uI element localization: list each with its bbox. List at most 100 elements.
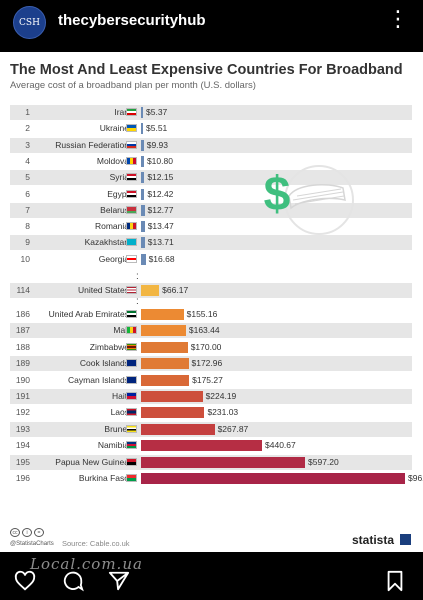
country-flag-icon — [126, 254, 137, 263]
bar — [141, 456, 306, 468]
rank-label: 8 — [25, 221, 30, 232]
rank-label: 186 — [15, 309, 30, 319]
country-flag-icon — [126, 326, 137, 335]
country-flag-icon — [126, 238, 137, 247]
value-label: $16.68 — [148, 253, 175, 264]
bar-row-4: 4 Moldova $10.80 — [10, 154, 412, 169]
value-label: $9.93 — [146, 139, 168, 150]
country-flag-icon — [126, 140, 137, 149]
rank-label: 196 — [15, 473, 30, 483]
svg-text:$: $ — [264, 168, 291, 221]
post-header: CSH thecybersecurityhub ⋮ — [0, 0, 423, 44]
bar — [141, 440, 263, 452]
value-label: $13.71 — [147, 237, 174, 248]
post-actions — [0, 568, 423, 600]
bar — [141, 473, 405, 484]
bar-row-189: 189 Cook Islands $172.96 — [10, 356, 412, 372]
rank-label: 10 — [20, 253, 30, 264]
country-flag-icon — [126, 392, 137, 400]
country-flag-icon — [126, 457, 137, 466]
value-label: $163.44 — [188, 325, 220, 336]
bar-row-192: 192 Laos $231.03 — [10, 405, 412, 420]
bar — [141, 253, 146, 265]
country-label: Cook Islands — [79, 358, 129, 369]
username[interactable]: thecybersecurityhub — [58, 12, 206, 29]
cc-license-icon: cc — [10, 528, 20, 537]
send-icon[interactable] — [108, 570, 130, 592]
rank-label: 4 — [25, 155, 30, 166]
country-label: United Arab Emirates — [48, 309, 129, 319]
value-label: $267.87 — [217, 423, 249, 434]
country-label: Georgia — [98, 253, 129, 264]
country-label: Papua New Guinea — [55, 456, 129, 467]
country-label: Haiti — [111, 391, 129, 401]
bar — [141, 374, 190, 386]
value-label: $170.00 — [190, 341, 222, 352]
rank-label: 114 — [16, 285, 30, 295]
rank-label: 193 — [15, 423, 30, 434]
country-label: Namibia — [97, 440, 129, 451]
bar-row-2: 2 Ukraine $5.51 — [10, 121, 412, 136]
bar-row-5: 5 Syria $12.15 — [10, 170, 412, 186]
attribution-icon: i — [22, 528, 32, 537]
bar — [141, 309, 184, 320]
country-flag-icon — [126, 189, 137, 198]
country-flag-icon — [126, 408, 137, 417]
country-label: Laos — [110, 407, 129, 418]
rank-label: 187 — [15, 325, 30, 336]
bar — [141, 204, 145, 216]
country-flag-icon — [126, 424, 137, 433]
value-label: $5.37 — [146, 107, 168, 117]
rank-label: 192 — [15, 407, 30, 418]
rank-label: 191 — [15, 391, 30, 401]
comment-icon[interactable] — [62, 570, 84, 592]
rank-label: 7 — [25, 204, 30, 215]
statista-logo-mark-icon — [400, 534, 411, 545]
rank-label: 190 — [15, 374, 30, 385]
bar-row-193: 193 Brunei $267.87 — [10, 421, 412, 437]
bar-row-190: 190 Cayman Islands $175.27 — [10, 373, 412, 388]
heart-icon[interactable] — [14, 570, 36, 592]
country-label: Belarus — [100, 204, 129, 215]
bar — [141, 107, 143, 118]
country-label: United States — [77, 285, 129, 295]
bar — [141, 391, 203, 402]
rank-label: 188 — [15, 341, 30, 352]
country-label: Zimbabwe — [89, 341, 129, 352]
country-label: Iran — [114, 107, 129, 117]
country-flag-icon — [126, 359, 137, 368]
rank-label: 3 — [25, 139, 30, 150]
bar-row-3: 3 Russian Federation $9.93 — [10, 137, 412, 153]
bar-row-10: 10 Georgia $16.68 — [10, 252, 412, 267]
country-flag-icon — [126, 108, 137, 116]
value-label: $12.42 — [147, 188, 174, 199]
source-label: Source: Cable.co.uk — [62, 539, 130, 548]
value-label: $66.17 — [162, 285, 189, 295]
bar-row-6: 6 Egypt $12.42 — [10, 187, 412, 202]
bar-row-7: 7 Belarus $12.77 — [10, 202, 412, 218]
watermark: Local.com.ua — [30, 555, 143, 573]
country-label: Cayman Islands — [68, 374, 129, 385]
value-label: $155.16 — [186, 309, 218, 319]
bar-row-187: 187 Mali $163.44 — [10, 323, 412, 339]
country-flag-icon — [126, 222, 137, 231]
rank-label: 6 — [25, 188, 30, 199]
value-label: $231.03 — [207, 407, 239, 418]
country-flag-icon — [126, 310, 137, 318]
country-flag-icon — [126, 156, 137, 165]
country-label: Russian Federation — [55, 139, 129, 150]
value-label: $597.20 — [308, 456, 339, 467]
bar-row-8: 8 Romania $13.47 — [10, 219, 412, 234]
no-derivatives-icon: = — [34, 528, 44, 537]
avatar[interactable]: CSH — [13, 6, 46, 39]
bar — [141, 237, 145, 249]
statista-charts-label: @StatistaCharts — [10, 541, 54, 547]
bar-row-114: 114 United States $66.17 — [10, 283, 412, 298]
bookmark-icon[interactable] — [384, 570, 406, 592]
value-label: $224.19 — [205, 391, 237, 401]
more-dots-icon[interactable]: ⋮ — [387, 6, 409, 31]
bar-row-194: 194 Namibia $440.67 — [10, 438, 412, 453]
country-label: Egypt — [107, 188, 129, 199]
country-label: Romania — [94, 221, 129, 232]
country-flag-icon — [126, 124, 137, 133]
